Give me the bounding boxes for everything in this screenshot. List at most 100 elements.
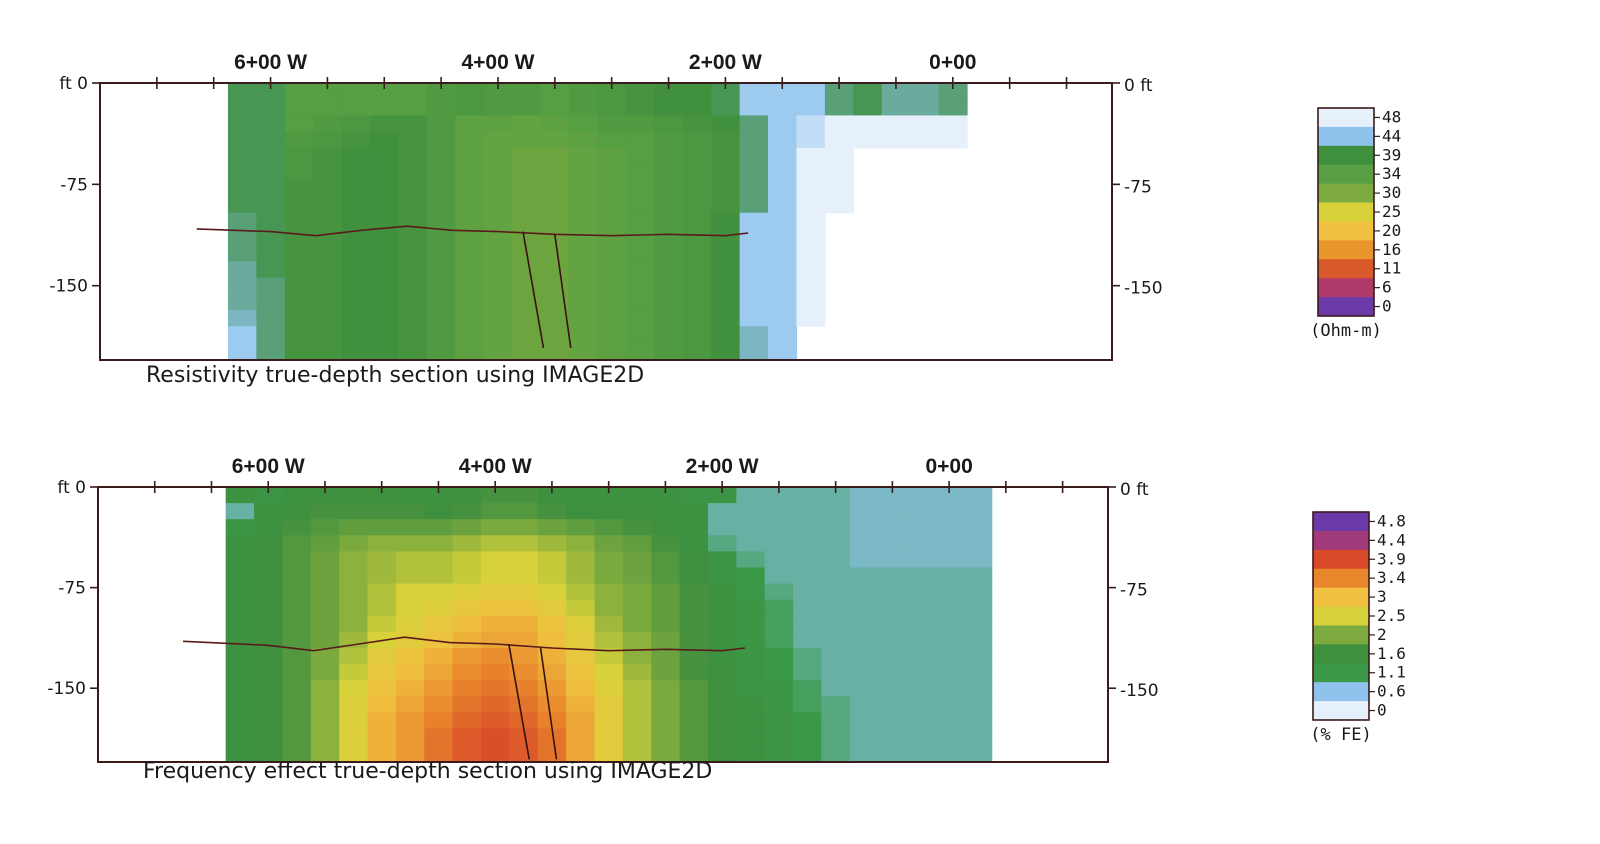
heatmap-cell [625,147,655,165]
heatmap-cell [483,212,513,230]
heatmap-cell [256,326,286,344]
heatmap-cell [512,180,542,198]
heatmap-cell [768,131,798,149]
heatmap-cell [509,744,539,762]
heatmap-cell [622,535,652,552]
heatmap-cell [256,228,286,246]
heatmap-cell [452,551,482,569]
heatmap-cell [764,599,794,617]
heatmap-cell [654,261,684,279]
heatmap-cell [398,245,428,262]
heatmap-cell [426,131,456,149]
heatmap-cell [370,131,400,149]
heatmap-cell [853,83,883,100]
heatmap-cell [426,99,456,117]
heatmap-cell [821,744,851,762]
heatmap-cell [483,196,513,214]
heatmap-cell [569,228,599,246]
heatmap-cell [796,261,826,279]
heatmap-cell [711,310,741,327]
heatmap-cell [256,245,286,262]
heatmap-cell [625,115,655,133]
heatmap-cell [711,212,741,230]
heatmap-cell [934,567,964,585]
heatmap-cell [793,551,823,569]
heatmap-cell [512,147,542,165]
heatmap-cell [654,83,684,100]
colorbar-swatch [1318,183,1374,204]
heatmap-cell [651,712,681,730]
heatmap-cell [625,83,655,100]
heatmap-cell [509,583,539,601]
heatmap-cell [938,115,968,133]
heatmap-cell [370,196,400,214]
heatmap-cell [481,664,510,681]
heatmap-cell [540,326,570,344]
heatmap-cell [483,99,513,117]
heatmap-cell [341,212,371,230]
heatmap-cell [597,245,627,262]
heatmap-cell [764,631,794,649]
heatmap-cell [455,147,485,165]
heatmap-cell [739,99,769,117]
heatmap-cell [711,228,741,246]
heatmap-cell [622,487,652,504]
heatmap-cell [398,228,428,246]
heatmap-cell [455,310,485,327]
heatmap-cell [424,728,454,746]
heatmap-cell [481,728,510,746]
heatmap-cell [707,744,737,762]
heatmap-cell [254,728,284,746]
heatmap-cell [225,551,255,569]
heatmap-cell [597,147,627,165]
colorbar-swatch [1313,625,1369,645]
heatmap-cell [764,551,794,569]
heatmap-cell [509,712,539,730]
heatmap-cell [906,599,936,617]
heatmap-cell [313,261,343,279]
heatmap-cell [426,180,456,198]
heatmap-cell [256,310,286,327]
heatmap-cell [963,696,993,713]
heatmap-cell [625,245,655,262]
heatmap-cell [821,567,851,585]
heatmap-cell [481,567,510,585]
heatmap-cell [481,696,510,713]
left-depth-label: -75 [60,175,88,195]
heatmap-cell [395,503,425,520]
heatmap-cell [821,664,851,681]
heatmap-cell [284,310,314,327]
heatmap-cell [793,615,823,633]
heatmap-cell [310,712,340,730]
heatmap-cell [227,212,257,230]
heatmap-cell [339,712,369,730]
heatmap-cell [310,631,340,649]
heatmap-cell [426,277,456,295]
heatmap-cell [313,196,343,214]
heatmap-cell [682,326,712,344]
heatmap-cell [682,180,712,198]
heatmap-cell [707,696,737,713]
heatmap-cell [225,535,255,552]
heatmap-cell [796,277,826,295]
heatmap-cell [339,680,369,697]
heatmap-cell [512,277,542,295]
resistivity-colorbar: 48 44 39 34 30 25 20 16 11 6 0 (Ohm-m) [1310,107,1401,341]
heatmap-cell [796,310,826,327]
heatmap-cell [594,535,624,552]
heatmap-cell [566,503,596,520]
heatmap-cell [225,567,255,585]
heatmap-cell [654,180,684,198]
heatmap-cell [398,147,428,165]
heatmap-cell [597,131,627,149]
heatmap-cell [878,680,908,697]
heatmap-cell [537,599,567,617]
heatmap-cell [651,615,681,633]
heatmap-cell [768,115,798,133]
heatmap-cell [313,245,343,262]
heatmap-cell [739,180,769,198]
heatmap-cell [682,115,712,133]
heatmap-cell [569,83,599,100]
heatmap-cell [341,147,371,165]
resistivity-right-depth-labels: 0 ft -75 -150 [1124,76,1163,299]
